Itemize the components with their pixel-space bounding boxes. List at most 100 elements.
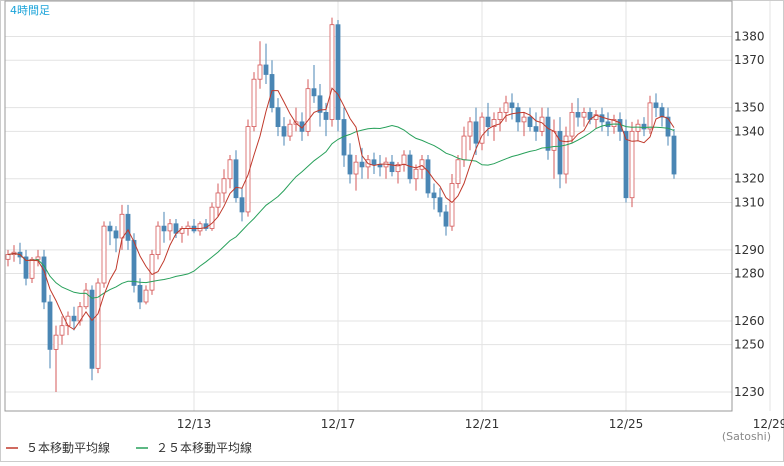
candle-body	[221, 178, 227, 194]
candle-body	[455, 159, 461, 184]
candle	[257, 41, 263, 89]
candle-body	[533, 126, 539, 132]
candle-body	[29, 258, 35, 279]
candle	[665, 107, 671, 146]
y-tick-label: 1380	[734, 30, 765, 44]
candle-body	[425, 159, 431, 194]
candle-body	[623, 130, 629, 199]
candle	[311, 64, 317, 103]
candle	[305, 79, 311, 137]
candle-body	[503, 102, 509, 113]
candle	[443, 204, 449, 236]
candle-body	[275, 107, 281, 128]
candle-body	[401, 154, 407, 165]
candle-body	[641, 123, 647, 130]
candle-body	[347, 154, 353, 175]
candle-body	[557, 130, 563, 175]
candle-body	[281, 126, 287, 137]
candle	[467, 117, 473, 151]
ma25-line	[7, 123, 675, 299]
x-axis: 12/13 12/17 12/21 12/25 12/29	[177, 417, 784, 431]
candle-body	[161, 225, 167, 232]
candle-body	[599, 114, 605, 123]
candle-body	[251, 78, 257, 128]
candle	[431, 183, 437, 210]
candle	[215, 183, 221, 217]
candle	[245, 119, 251, 217]
candle-body	[575, 111, 581, 118]
candle	[581, 107, 587, 127]
candle	[653, 93, 659, 118]
candle-body	[197, 223, 203, 232]
candle	[491, 112, 497, 141]
candle-body	[119, 213, 125, 239]
candle	[557, 117, 563, 189]
x-tick-label: 12/21	[465, 417, 500, 431]
candle	[413, 164, 419, 191]
candle-body	[233, 159, 239, 199]
candle	[101, 221, 107, 288]
candle-body	[137, 284, 143, 303]
candle-body	[629, 130, 635, 199]
candle-body	[671, 135, 677, 175]
x-tick-label: 12/25	[609, 417, 644, 431]
candle-body	[89, 289, 95, 369]
y-tick-label: 1320	[734, 172, 765, 186]
candle-body	[449, 183, 455, 227]
candle-body	[437, 197, 443, 213]
candle	[131, 233, 137, 293]
candle-body	[47, 301, 53, 350]
candle	[419, 155, 425, 179]
candle	[437, 188, 443, 217]
candle	[113, 226, 119, 253]
candle-body	[443, 211, 449, 227]
y-tick-label: 1290	[734, 243, 765, 257]
candle	[71, 306, 77, 331]
candle	[599, 107, 605, 132]
candle	[281, 117, 287, 146]
candle	[509, 93, 515, 120]
candle	[125, 204, 131, 250]
candle	[83, 283, 89, 310]
candle-body	[461, 135, 467, 161]
candle	[479, 112, 485, 151]
candle-body	[335, 24, 341, 120]
candle	[359, 147, 365, 179]
ma5-line	[7, 87, 675, 331]
candle-body	[395, 164, 401, 173]
candle	[95, 278, 101, 374]
candle	[629, 121, 635, 208]
candle	[503, 95, 509, 122]
candle-body	[521, 116, 527, 123]
candle	[227, 155, 233, 189]
candle	[515, 102, 521, 132]
y-tick-label: 1310	[734, 195, 765, 209]
candle-body	[125, 213, 131, 241]
x-tick-label: 12/29	[753, 417, 784, 431]
candle-body	[71, 315, 77, 322]
candle-body	[491, 119, 497, 128]
candle	[53, 325, 59, 393]
candle	[575, 98, 581, 127]
candle-body	[569, 111, 575, 137]
candle-body	[353, 161, 359, 175]
candle-body	[479, 116, 485, 144]
candle	[569, 102, 575, 144]
candle-body	[659, 107, 665, 118]
candle-body	[209, 206, 215, 229]
candle-body	[317, 95, 323, 113]
candle-body	[329, 24, 335, 120]
x-tick-label: 12/17	[321, 417, 356, 431]
candle	[137, 278, 143, 310]
candle	[161, 211, 167, 243]
candle	[155, 221, 161, 260]
candle	[335, 19, 341, 132]
y-tick-label: 1370	[734, 53, 765, 67]
candle-body	[635, 123, 641, 132]
candle	[41, 249, 47, 310]
candle-body	[665, 116, 671, 137]
legend-label-ma25: ２５本移動平均線	[156, 440, 252, 455]
